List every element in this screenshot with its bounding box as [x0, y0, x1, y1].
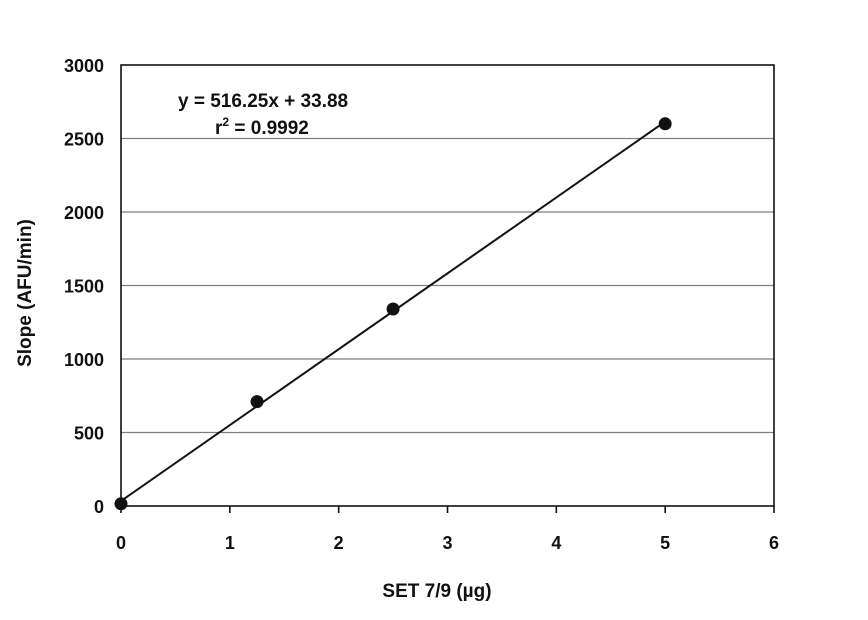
- y-tick-label-2500: 2500: [64, 130, 104, 150]
- x-tick-label-3: 3: [442, 533, 452, 553]
- x-tick-label-0: 0: [116, 533, 126, 553]
- data-point-3: [386, 302, 400, 316]
- y-axis-title: Slope (AFU/min): [15, 219, 36, 367]
- r-squared-value: = 0.9992: [229, 118, 309, 139]
- x-tick-label-5: 5: [660, 533, 670, 553]
- y-tick-label-2000: 2000: [64, 203, 104, 223]
- grid-lines: [121, 137, 774, 434]
- y-tick-label-1500: 1500: [64, 277, 104, 297]
- r-squared-prefix: r: [215, 118, 223, 139]
- y-axis-ticks: 0 500 1000 1500 2000 2500 3000: [64, 56, 104, 517]
- y-tick-label-500: 500: [74, 424, 104, 444]
- x-tick-label-4: 4: [551, 533, 561, 553]
- y-tick-label-0: 0: [94, 497, 104, 517]
- x-tick-label-6: 6: [769, 533, 779, 553]
- r-squared-superscript: 2: [222, 115, 229, 129]
- data-point-2: [250, 395, 264, 409]
- x-tick-label-2: 2: [334, 533, 344, 553]
- x-axis-title: SET 7/9 (µg): [382, 581, 491, 602]
- r-squared-label: r2 = 0.9992: [215, 115, 309, 139]
- y-tick-label-1000: 1000: [64, 350, 104, 370]
- data-points: [114, 117, 672, 511]
- fit-equation-label: y = 516.25x + 33.88: [178, 91, 348, 112]
- x-axis-ticks: 0 1 2 3 4 5 6: [116, 506, 779, 553]
- x-tick-label-1: 1: [225, 533, 235, 553]
- y-tick-label-3000: 3000: [64, 56, 104, 76]
- data-point-1: [114, 497, 128, 511]
- data-point-4: [658, 117, 672, 131]
